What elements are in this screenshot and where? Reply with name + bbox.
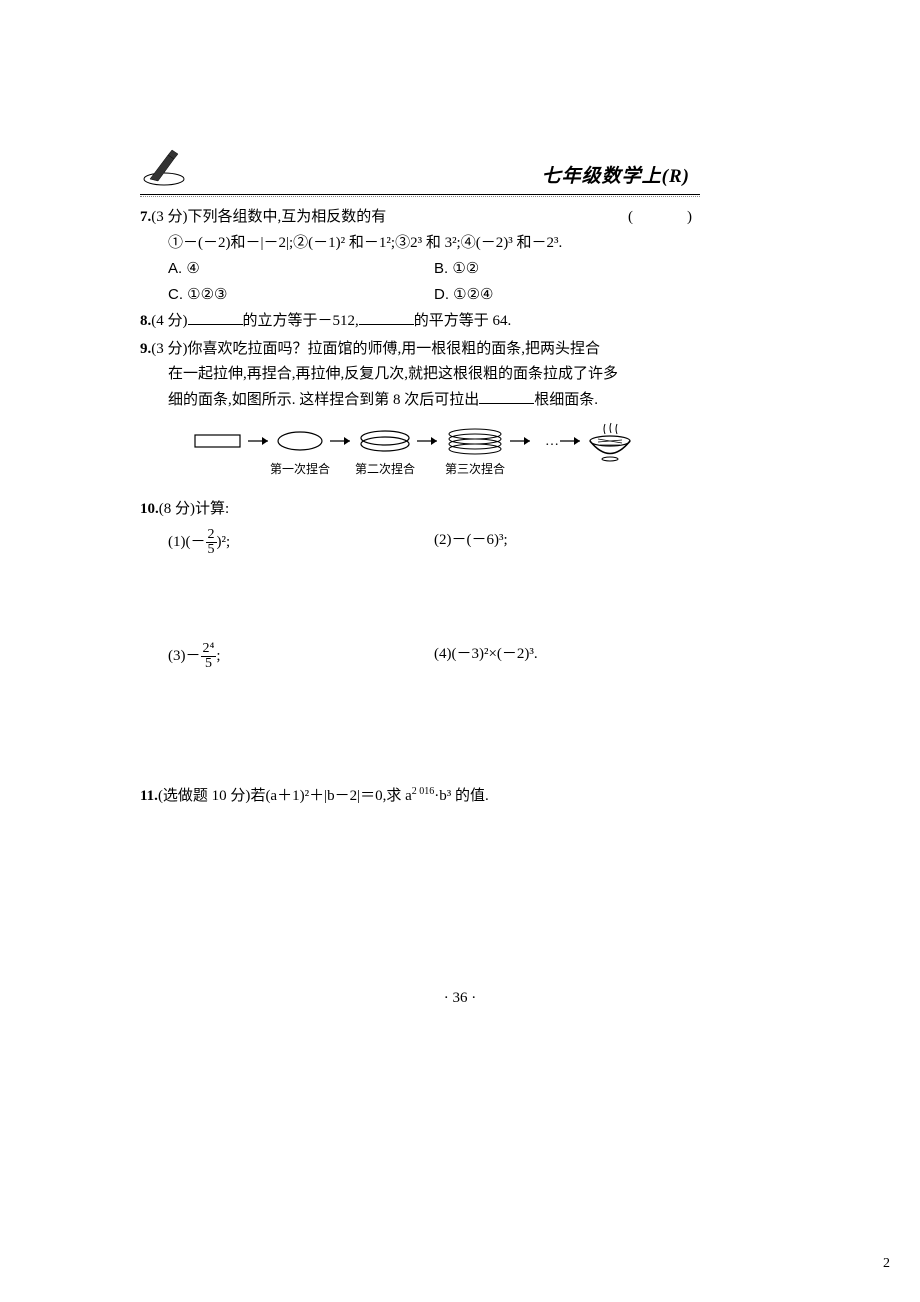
calc-item-1: (1)(－25)²;	[168, 528, 434, 557]
svg-text:…: …	[545, 434, 559, 449]
option-a: A. ④	[168, 256, 434, 282]
fill-blank	[188, 310, 243, 325]
text-part: 的平方等于 64.	[414, 313, 512, 329]
text-line: 细的面条,如图所示. 这样捏合到第 8 次后可拉出	[168, 392, 479, 408]
calc-item-2: (2)－(－6)³;	[434, 528, 700, 557]
exponent: 2 016	[412, 786, 435, 797]
fraction: 2⁴5	[201, 642, 217, 671]
problem-stem: 计算:	[195, 501, 229, 517]
problem-number: 10.	[140, 497, 159, 523]
stem-part: ·b³ 的值.	[434, 788, 489, 804]
answer-paren: ( )	[628, 205, 700, 231]
expr-part: (3)－	[168, 648, 201, 664]
calc-item-3: (3)－2⁴5;	[168, 642, 434, 671]
problem-stem: 下列各组数中,互为相反数的有	[188, 209, 387, 225]
corner-number: 2	[883, 1256, 890, 1272]
problem-subline: ①－(－2)和－|－2|;②(－1)² 和－1²;③2³ 和 3²;④(－2)³…	[140, 231, 700, 257]
option-b: B. ①②	[434, 256, 700, 282]
fig-label-2: 第二次捏合	[355, 461, 415, 476]
problem-7: 7. (3 分)下列各组数中,互为相反数的有 ( ) ①－(－2)和－|－2|;…	[140, 205, 700, 307]
points-label: (3 分)	[151, 341, 187, 357]
header-divider	[140, 196, 700, 197]
header-logo-icon	[140, 145, 188, 192]
stem-part: 若(a＋1)²＋|b－2|＝0,求 a	[250, 788, 411, 804]
noodle-figure: 第一次捏合 第二次捏合 第三次捏合	[140, 421, 700, 491]
fill-blank	[479, 389, 534, 404]
calc-item-4: (4)(－3)²×(－2)³.	[434, 642, 700, 671]
text-part: 的立方等于－512,	[243, 313, 359, 329]
page-number: · 36 ·	[0, 990, 920, 1007]
expr-part: )²;	[217, 534, 231, 550]
option-d: D. ①②④	[434, 282, 700, 308]
problem-10: 10. (8 分)计算: (1)(－25)²; (2)－(－6)³; (3)－2…	[140, 497, 700, 782]
points-label: (3 分)	[151, 209, 187, 225]
problem-11: 11. (选做题 10 分)若(a＋1)²＋|b－2|＝0,求 a2 016·b…	[140, 783, 700, 810]
problem-number: 7.	[140, 205, 151, 231]
expr-part: ;	[216, 648, 220, 664]
text-line: 你喜欢吃拉面吗？拉面馆的师傅,用一根很粗的面条,把两头捏合	[188, 341, 601, 357]
points-label: (4 分)	[151, 313, 187, 329]
points-label: (8 分)	[159, 501, 195, 517]
problem-number: 11.	[140, 784, 158, 810]
text-line: 在一起拉伸,再捏合,再拉伸,反复几次,就把这根很粗的面条拉成了许多	[140, 362, 700, 388]
problem-9: 9. (3 分)你喜欢吃拉面吗？拉面馆的师傅,用一根很粗的面条,把两头捏合 在一…	[140, 337, 700, 491]
problem-number: 8.	[140, 309, 151, 335]
option-c: C. ①②③	[168, 282, 434, 308]
problem-number: 9.	[140, 337, 151, 363]
expr-part: (1)(－	[168, 534, 206, 550]
fig-label-3: 第三次捏合	[445, 461, 505, 476]
header-title: 七年级数学上(R)	[542, 161, 690, 188]
fill-blank	[359, 310, 414, 325]
page-header: 七年级数学上(R)	[140, 130, 700, 195]
text-line: 根细面条.	[534, 392, 598, 408]
points-label: (选做题 10 分)	[158, 788, 251, 804]
fig-label-1: 第一次捏合	[270, 461, 330, 476]
fraction: 25	[206, 528, 217, 557]
problem-8: 8. (4 分) 的立方等于－512, 的平方等于 64.	[140, 309, 700, 335]
